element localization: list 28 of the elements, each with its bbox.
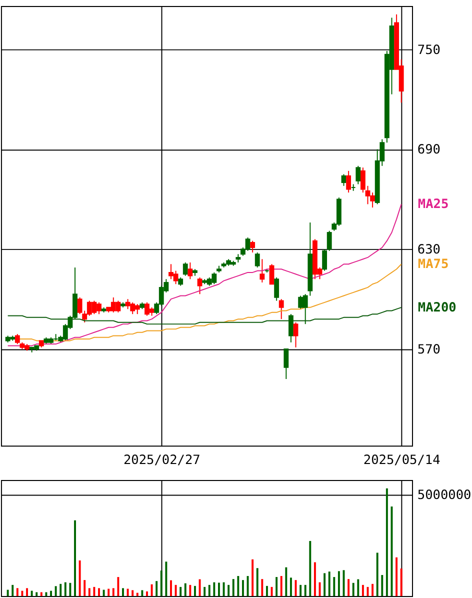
candlestick: [278, 298, 284, 320]
candlestick: [274, 276, 280, 302]
candlestick: [254, 252, 260, 268]
candlestick: [293, 322, 298, 348]
candlestick: [360, 167, 366, 194]
x-tick-label: 2025/02/27: [123, 452, 200, 468]
series-label: MA25: [418, 197, 449, 212]
candlestick: [182, 262, 188, 276]
y-tick-label: 570: [417, 342, 440, 358]
candlestick: [322, 248, 328, 272]
candlestick: [14, 334, 20, 345]
series-label: MA200: [418, 300, 456, 316]
series-label: MA75: [418, 257, 449, 272]
x-tick-label: 2025/05/14: [363, 452, 441, 468]
candlestick: [284, 348, 289, 380]
candlestick: [326, 230, 332, 252]
candlestick: [346, 170, 352, 194]
candlestick: [356, 165, 361, 185]
candlestick: [197, 276, 202, 295]
candlestick: [260, 258, 265, 283]
candlestick: [188, 262, 193, 280]
candlestick: [250, 240, 256, 253]
y-tick-label: 750: [417, 42, 440, 58]
candlestick: [341, 174, 346, 186]
y-tick-label: 5000000: [417, 488, 472, 504]
candlestick: [269, 264, 274, 285]
y-tick-label: 690: [417, 142, 440, 158]
y-tick-label: 630: [417, 242, 440, 258]
